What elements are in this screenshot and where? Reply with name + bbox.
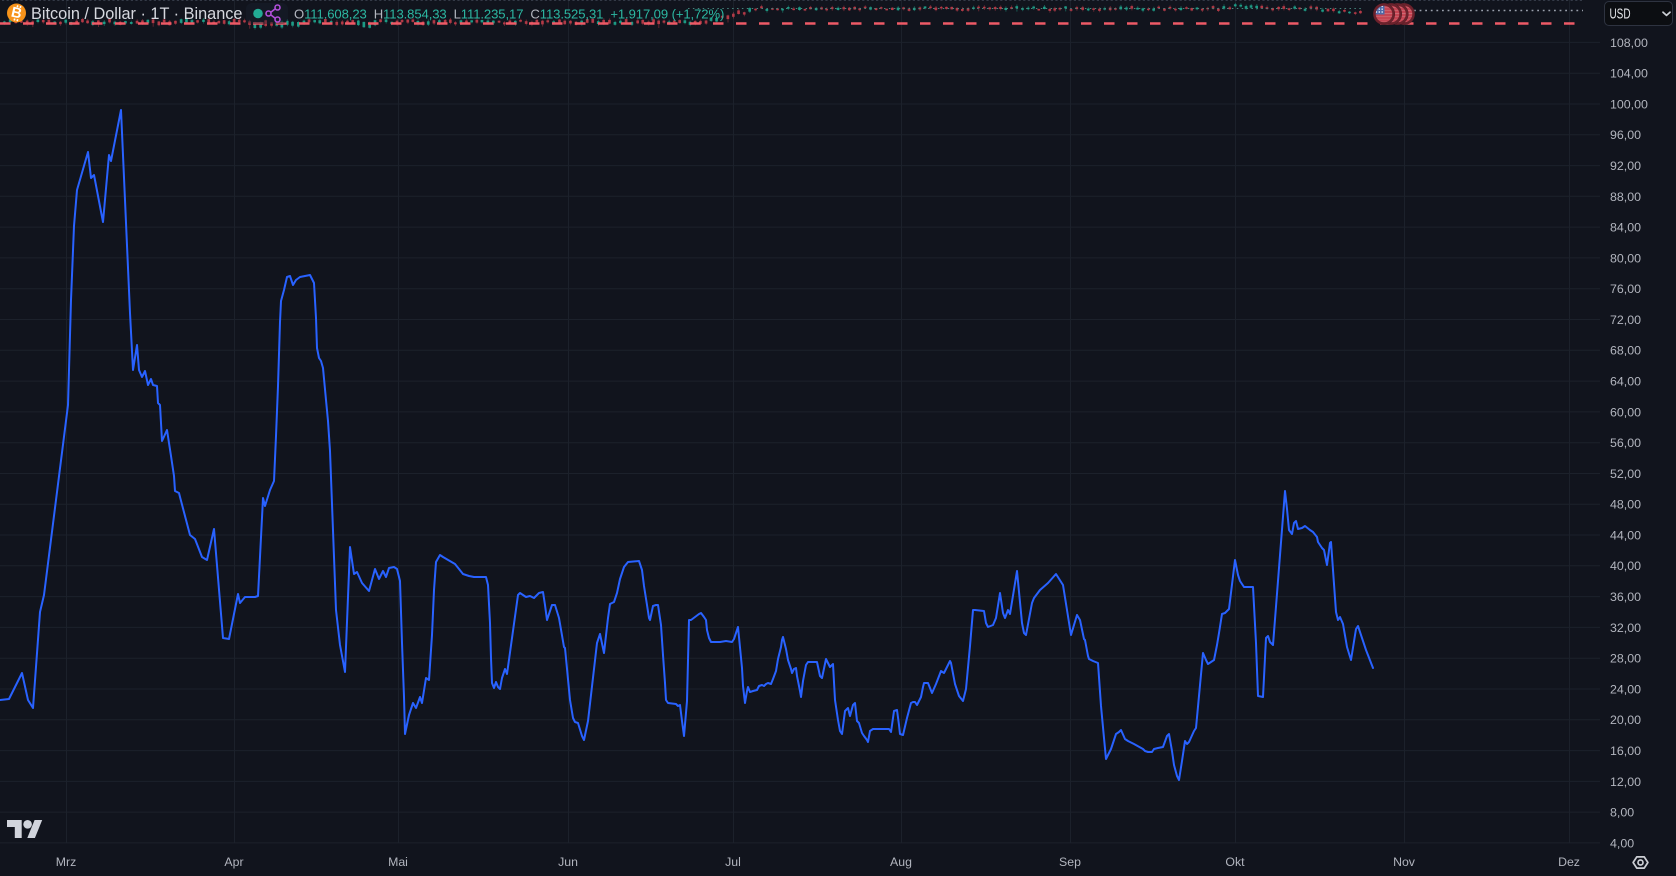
svg-text:Mai: Mai [388, 855, 408, 869]
svg-text:4,00: 4,00 [1610, 836, 1634, 850]
svg-text:Bitcoin / Dollar · 1T · Binanc: Bitcoin / Dollar · 1T · Binance [31, 5, 242, 23]
svg-text:Nov: Nov [1393, 855, 1416, 869]
svg-text:100,00: 100,00 [1610, 97, 1648, 111]
svg-text:36,00: 36,00 [1610, 590, 1641, 604]
svg-text:8,00: 8,00 [1610, 806, 1634, 820]
svg-text:96,00: 96,00 [1610, 128, 1641, 142]
svg-text:68,00: 68,00 [1610, 344, 1641, 358]
svg-text:Dez: Dez [1558, 855, 1580, 869]
svg-text:48,00: 48,00 [1610, 498, 1641, 512]
svg-text:60,00: 60,00 [1610, 405, 1641, 419]
svg-text:52,00: 52,00 [1610, 467, 1641, 481]
svg-text:40,00: 40,00 [1610, 559, 1641, 573]
svg-text:44,00: 44,00 [1610, 528, 1641, 542]
svg-text:28,00: 28,00 [1610, 652, 1641, 666]
svg-text:Okt: Okt [1225, 855, 1245, 869]
svg-text:24,00: 24,00 [1610, 682, 1641, 696]
svg-text:Sep: Sep [1059, 855, 1081, 869]
svg-text:20,00: 20,00 [1610, 713, 1641, 727]
svg-text:USD: USD [1610, 7, 1631, 23]
svg-text:104,00: 104,00 [1610, 67, 1648, 81]
svg-text:56,00: 56,00 [1610, 436, 1641, 450]
svg-text:80,00: 80,00 [1610, 251, 1641, 265]
svg-text:72,00: 72,00 [1610, 313, 1641, 327]
svg-text:Apr: Apr [224, 855, 243, 869]
svg-text:Mrz: Mrz [56, 855, 77, 869]
svg-text:Jul: Jul [725, 855, 741, 869]
svg-text:76,00: 76,00 [1610, 282, 1641, 296]
svg-text:92,00: 92,00 [1610, 159, 1641, 173]
svg-text:88,00: 88,00 [1610, 190, 1641, 204]
svg-text:B: B [9, 5, 23, 23]
svg-text:64,00: 64,00 [1610, 375, 1641, 389]
svg-text:Jun: Jun [558, 855, 578, 869]
svg-text:84,00: 84,00 [1610, 221, 1641, 235]
svg-text:12,00: 12,00 [1610, 775, 1641, 789]
svg-text:32,00: 32,00 [1610, 621, 1641, 635]
svg-text:Aug: Aug [890, 855, 912, 869]
svg-text:108,00: 108,00 [1610, 36, 1648, 50]
svg-text:16,00: 16,00 [1610, 744, 1641, 758]
